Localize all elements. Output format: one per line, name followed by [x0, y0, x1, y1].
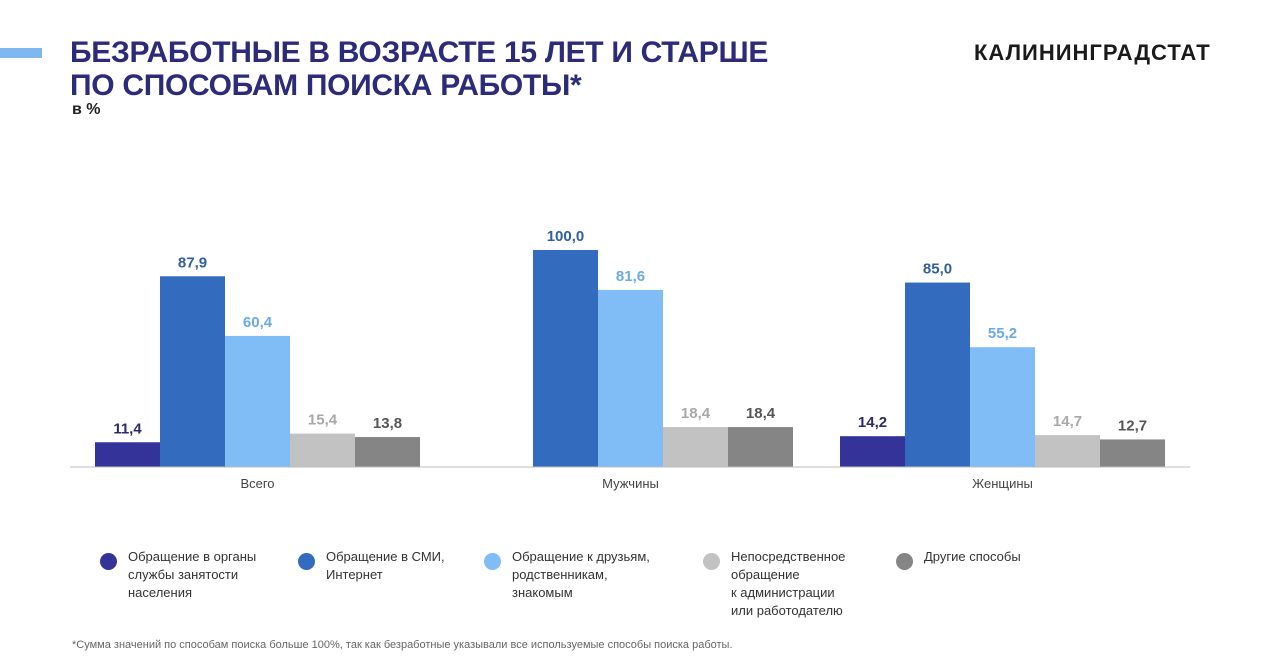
category-label-1: Всего [240, 476, 274, 491]
data-label-2-4: 18,4 [681, 405, 711, 422]
data-label-1-4: 15,4 [308, 412, 338, 429]
bar-2-3 [598, 289, 663, 467]
legend-swatch-2 [298, 553, 315, 570]
data-label-2-2: 100,0 [547, 228, 585, 245]
data-label-2-3: 81,6 [616, 268, 645, 285]
bar-1-3 [225, 335, 290, 467]
data-label-3-1: 14,2 [858, 414, 887, 431]
bar-2-4 [663, 427, 728, 467]
data-label-1-2: 87,9 [178, 254, 207, 271]
legend-label-4: Непосредственное обращение к администрац… [731, 549, 846, 618]
brand-logo: КАЛИНИНГРАДСТАТ [974, 40, 1211, 65]
page-title-line-2: ПО СПОСОБАМ ПОИСКА РАБОТЫ* [70, 69, 582, 102]
bar-3-1 [840, 436, 905, 467]
bar-2-5 [728, 427, 793, 467]
bar-1-2 [160, 276, 225, 467]
footnote: *Сумма значений по способам поиска больш… [72, 639, 733, 651]
legend-swatch-3 [484, 553, 501, 570]
unit-label: в % [72, 101, 101, 118]
bar-3-2 [905, 282, 970, 467]
legend-item-5: Другие способы [896, 548, 1021, 570]
bar-1-4 [290, 433, 355, 467]
category-label-3: Женщины [972, 476, 1033, 491]
bar-3-4 [1035, 435, 1100, 467]
page-title: БЕЗРАБОТНЫЕ В ВОЗРАСТЕ 15 ЛЕТ И СТАРШЕ П… [70, 36, 768, 102]
data-label-3-4: 14,7 [1053, 413, 1082, 430]
data-label-3-5: 12,7 [1118, 417, 1147, 434]
page-title-line-1: БЕЗРАБОТНЫЕ В ВОЗРАСТЕ 15 ЛЕТ И СТАРШЕ [70, 36, 769, 69]
legend-item-3: Обращение к друзьям, родственникам, знак… [484, 548, 650, 602]
data-label-3-2: 85,0 [923, 261, 952, 278]
legend-item-4: Непосредственное обращение к администрац… [703, 548, 845, 620]
data-label-1-1: 11,4 [113, 420, 142, 437]
legend-label-1: Обращение в органы службы занятости насе… [128, 549, 257, 600]
data-label-2-5: 18,4 [746, 405, 776, 422]
legend-swatch-1 [100, 553, 117, 570]
bar-1-5 [355, 437, 420, 467]
category-label-2: Мужчины [602, 476, 659, 491]
data-label-1-5: 13,8 [373, 415, 402, 432]
legend-swatch-4 [703, 553, 720, 570]
title-accent-bar [0, 48, 42, 58]
bar-3-3 [970, 347, 1035, 467]
data-label-3-3: 55,2 [988, 325, 1017, 342]
bar-3-5 [1100, 439, 1165, 467]
legend-label-5: Другие способы [924, 549, 1021, 564]
legend-item-1: Обращение в органы службы занятости насе… [100, 548, 256, 602]
bar-1-1 [95, 442, 160, 467]
legend-label-2: Обращение в СМИ, Интернет [326, 549, 445, 582]
data-label-1-3: 60,4 [243, 314, 273, 331]
chart-legend: Обращение в органы службы занятости насе… [0, 548, 1280, 618]
legend-label-3: Обращение к друзьям, родственникам, знак… [512, 549, 650, 600]
legend-swatch-5 [896, 553, 913, 570]
bar-chart: 11,4 87,9 60,4 15,4 13,8 Всего 100,0 81,6 18,4 18… [70, 228, 1190, 491]
legend-item-2: Обращение в СМИ, Интернет [298, 548, 445, 584]
bar-2-2 [533, 250, 598, 467]
